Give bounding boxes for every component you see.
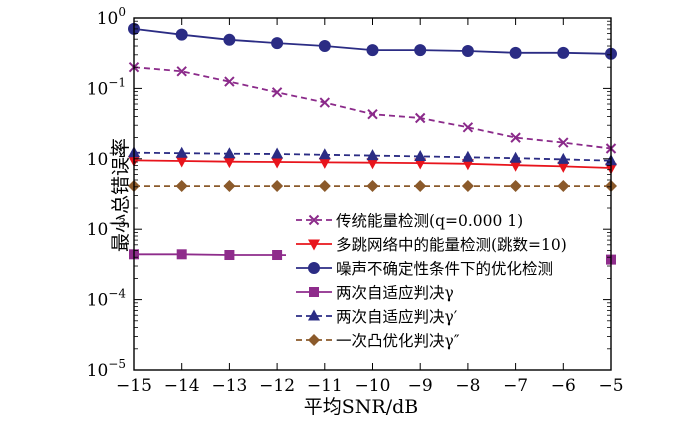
- data-point: [414, 112, 426, 124]
- x-tick-label: −12: [259, 376, 295, 396]
- legend-marker: [308, 262, 320, 274]
- data-point: [509, 151, 522, 163]
- data-point: [224, 76, 235, 87]
- data-point: [461, 180, 474, 193]
- data-point: [510, 132, 521, 143]
- data-point: [176, 249, 187, 260]
- legend-label: 传统能量检测(q=0.000 1): [336, 212, 523, 230]
- data-point: [557, 152, 570, 164]
- y-axis-label: 最小总错误率: [110, 138, 132, 252]
- x-tick-label: −6: [551, 376, 576, 396]
- legend-marker: [308, 214, 320, 226]
- x-tick-label: −15: [116, 376, 152, 396]
- legend: 传统能量检测(q=0.000 1) 多跳网络中的能量检测(跳数=10) 噪声不确定性…: [286, 208, 606, 360]
- legend-marker: [308, 309, 320, 321]
- data-point: [318, 180, 331, 193]
- data-point: [318, 40, 331, 53]
- data-point: [318, 148, 331, 160]
- x-tick-label: −5: [598, 376, 623, 396]
- data-point: [223, 180, 236, 193]
- series-3: [128, 22, 617, 60]
- y-tick-label: 100: [97, 5, 126, 29]
- x-tick-label: −8: [455, 376, 480, 396]
- data-point: [318, 157, 331, 169]
- x-tick-label: −7: [503, 376, 528, 396]
- data-point: [461, 44, 474, 57]
- data-point: [175, 180, 188, 193]
- x-axis-label: 平均SNR/dB: [304, 396, 418, 418]
- data-point: [223, 33, 236, 46]
- y-tick-label: 10−4: [87, 287, 127, 311]
- data-point: [557, 180, 570, 193]
- legend-entry: 一次凸优化判决γ″: [296, 332, 460, 350]
- data-point: [414, 149, 427, 161]
- legend-label: 两次自适应判决γ′: [336, 307, 458, 326]
- plot-frame: [133, 17, 612, 371]
- legend-marker: [308, 334, 320, 346]
- data-point: [176, 66, 187, 77]
- data-point: [175, 146, 188, 158]
- legend-marker: [309, 287, 319, 297]
- data-point: [557, 46, 570, 59]
- legend-entry: 多跳网络中的能量检测(跳数=10): [296, 236, 567, 254]
- x-tick-label: −11: [307, 376, 343, 396]
- y-tick-label: 10−1: [87, 75, 126, 99]
- data-point: [271, 37, 284, 50]
- data-point: [414, 44, 427, 57]
- data-point: [319, 97, 331, 108]
- legend-marker: [308, 239, 320, 251]
- legend-label: 噪声不确定性条件下的优化检测: [336, 260, 553, 278]
- data-point: [366, 149, 379, 161]
- data-point: [223, 157, 236, 169]
- data-point: [271, 180, 284, 193]
- legend-entry: 噪声不确定性条件下的优化检测: [296, 260, 553, 278]
- x-tick-label: −10: [355, 376, 391, 396]
- data-point: [223, 147, 236, 159]
- x-tick-label: −13: [211, 376, 247, 396]
- data-point: [366, 158, 379, 170]
- data-point: [175, 156, 188, 168]
- data-point: [271, 157, 284, 169]
- legend-entry: 两次自适应判决γ: [296, 283, 454, 302]
- data-point: [175, 28, 188, 41]
- data-point: [272, 250, 283, 261]
- x-tick-label: −9: [408, 376, 433, 396]
- data-point: [366, 44, 379, 57]
- y-tick-label: 10−5: [87, 357, 126, 381]
- data-point: [461, 150, 474, 162]
- y-tick-label: 10−3: [87, 216, 126, 240]
- data-point: [509, 46, 522, 59]
- data-point: [366, 180, 379, 193]
- legend-label: 多跳网络中的能量检测(跳数=10): [336, 236, 567, 254]
- data-point: [271, 87, 283, 98]
- legend-box: [286, 208, 606, 360]
- data-point: [509, 160, 522, 172]
- x-tick-label: −14: [164, 376, 200, 396]
- data-point: [462, 122, 474, 133]
- series-2: [128, 155, 617, 175]
- series-6: [128, 180, 617, 193]
- y-tick-label: 10−2: [87, 146, 126, 170]
- data-point: [367, 108, 378, 120]
- data-point: [557, 161, 570, 173]
- legend-label: 一次凸优化判决γ″: [336, 332, 460, 350]
- data-point: [414, 180, 427, 193]
- legend-entry: 传统能量检测(q=0.000 1): [296, 212, 523, 230]
- data-point: [414, 158, 427, 170]
- legend-entry: 两次自适应判决γ′: [296, 307, 458, 326]
- data-point: [271, 147, 284, 159]
- axes: −15 −14 −13 −12 −11 −10 −9 −8 −7 −6 −5 100 10−1 10−2 1…: [87, 5, 624, 396]
- legend-label: 两次自适应判决γ: [336, 283, 454, 302]
- data-point: [558, 137, 569, 148]
- data-point: [461, 159, 474, 171]
- data-point: [224, 250, 235, 261]
- data-point: [509, 180, 522, 193]
